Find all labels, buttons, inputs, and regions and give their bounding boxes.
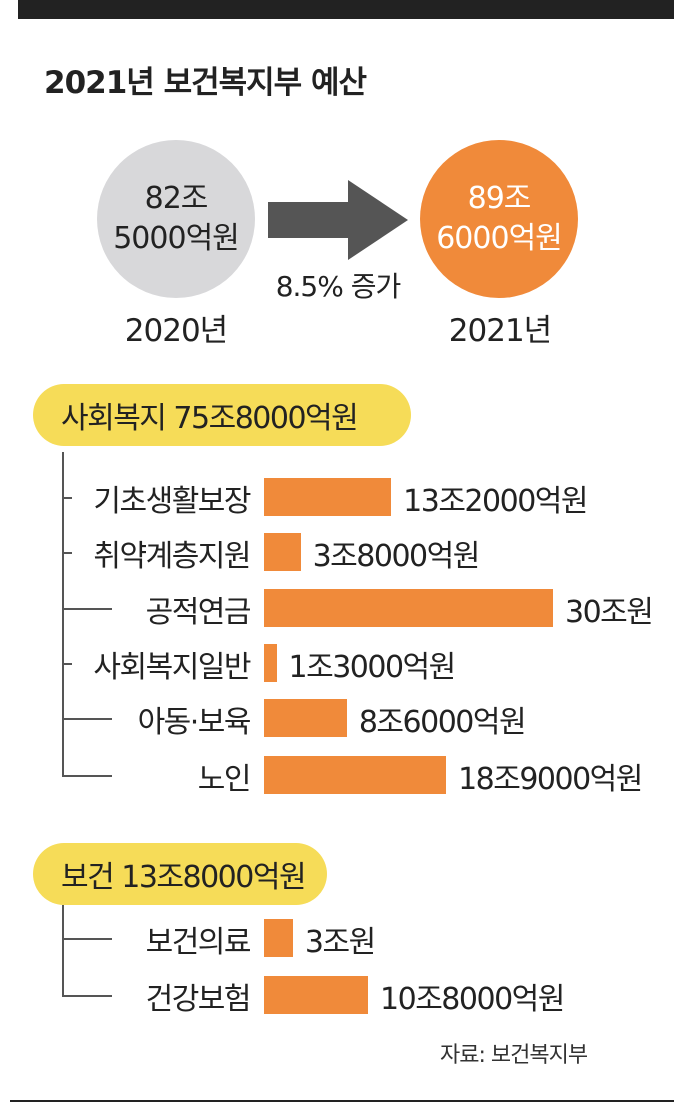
bar <box>264 533 301 571</box>
top-bar <box>18 0 674 19</box>
bottom-rule <box>10 1100 674 1102</box>
tree-branch-line <box>62 608 112 610</box>
budget-2020-circle: 82조 5000억원 <box>97 140 255 298</box>
tree-vertical-line <box>62 905 64 995</box>
category-label: 아동·보육 <box>137 705 252 740</box>
bar <box>264 589 553 627</box>
value-label: 13조2000억원 <box>403 484 588 519</box>
category-label: 공적연금 <box>145 595 252 630</box>
bar <box>264 699 347 737</box>
tree-vertical-line <box>62 452 64 775</box>
value-label: 3조원 <box>304 925 376 960</box>
tree-branch-line <box>62 497 72 499</box>
category-label: 취약계층지원 <box>93 539 251 574</box>
growth-label: 8.5% 증가 <box>275 270 402 303</box>
tree-branch-line <box>62 552 72 554</box>
tree-branch-line <box>62 775 112 777</box>
budget-2021-circle: 89조 6000억원 <box>420 140 578 298</box>
bar <box>264 976 369 1014</box>
bar <box>264 478 392 516</box>
value-label: 18조9000억원 <box>458 762 643 797</box>
tree-branch-line <box>62 663 72 665</box>
page-title: 2021년 보건복지부 예산 <box>44 65 367 101</box>
bar <box>264 644 277 682</box>
category-label: 보건의료 <box>145 925 252 960</box>
category-label: 노인 <box>197 762 252 797</box>
source-note: 자료: 보건복지부 <box>440 1043 588 1068</box>
value-label: 10조8000억원 <box>380 982 565 1017</box>
category-label: 사회복지일반 <box>93 650 251 685</box>
health-section-header: 보건 13조8000억원 <box>33 843 327 905</box>
value-label: 30조원 <box>565 595 654 630</box>
value-label: 3조8000억원 <box>312 539 481 574</box>
value-label: 1조3000억원 <box>288 650 457 685</box>
year-2021-label: 2021년 <box>448 313 552 349</box>
category-label: 건강보험 <box>145 982 252 1017</box>
tree-branch-line <box>62 938 112 940</box>
budget-2020-amount-line1: 82조 <box>144 181 209 216</box>
category-label: 기초생활보장 <box>93 484 251 519</box>
welfare-section-header: 사회복지 75조8000억원 <box>33 384 411 446</box>
budget-2021-amount-line2: 6000억원 <box>436 221 563 256</box>
year-2020-label: 2020년 <box>124 313 228 349</box>
arrow-right-icon <box>268 180 408 260</box>
value-label: 8조6000억원 <box>358 705 527 740</box>
tree-branch-line <box>62 995 112 997</box>
bar <box>264 756 447 794</box>
budget-2021-amount-line1: 89조 <box>467 181 532 216</box>
bar <box>264 919 293 957</box>
tree-branch-line <box>62 718 112 720</box>
budget-2020-amount-line2: 5000억원 <box>113 221 240 256</box>
